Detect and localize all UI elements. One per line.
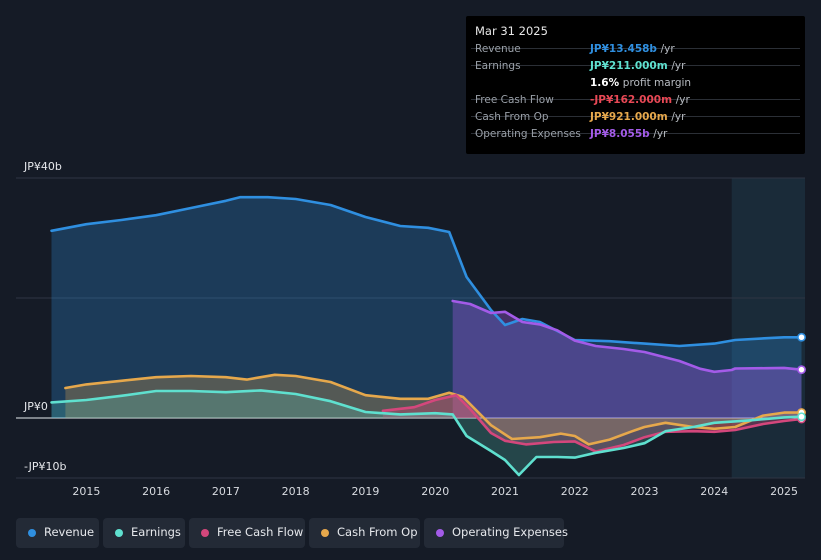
tooltip-label: Free Cash Flow [475,94,554,106]
earnings-line [50,389,803,477]
x-tick-label: 2024 [700,485,729,498]
tooltip-row-revenue: Revenue JP¥13.458b /yr [466,43,805,60]
tooltip-label: Revenue [475,43,521,55]
operating-expenses-end-point [797,365,806,375]
operating-expenses-area [452,301,802,418]
legend-dot-icon [321,529,329,537]
x-tick-label: 2020 [421,485,450,498]
x-tick-label: 2018 [281,485,310,498]
x-tick-label: 2019 [351,485,380,498]
tooltip-value: JP¥8.055b /yr [590,128,668,140]
x-tick-label: 2021 [490,485,519,498]
tooltip-label: Earnings [475,60,521,72]
tooltip-value: JP¥921.000m /yr [590,111,686,123]
legend-label: Earnings [131,525,181,539]
y-tick-label-zero: JP¥0 [24,400,48,413]
y-tick-label-top: JP¥40b [24,160,62,173]
legend-cash-from-op[interactable]: Cash From Op [309,518,420,548]
x-tick-label: 2022 [560,485,589,498]
tooltip-row-earnings: Earnings JP¥211.000m /yr [466,60,805,77]
legend-dot-icon [28,529,36,537]
revenue-line [50,195,803,348]
revenue-end-point [797,332,806,342]
tooltip-value: 1.6% profit margin [590,77,692,89]
x-tick-label: 2015 [72,485,101,498]
earnings-end-point [797,412,806,422]
x-tick-label: 2017 [211,485,240,498]
legend-label: Free Cash Flow [217,525,304,539]
earnings-area [51,390,802,475]
x-tick-label: 2023 [630,485,659,498]
operating-expenses-line [451,299,803,374]
legend-label: Cash From Op [337,525,418,539]
legend-label: Operating Expenses [452,525,568,539]
tooltip-date: Mar 31 2025 [475,24,548,38]
data-tooltip: Mar 31 2025 Revenue JP¥13.458b /yr Earni… [466,16,805,154]
free-cash-flow-area [382,395,802,452]
revenue-area [51,197,802,418]
y-tick-label-bottom: -JP¥10b [24,460,67,473]
tooltip-label: Cash From Op [475,111,549,123]
free-cash-flow-line [381,393,803,453]
tooltip-value: JP¥211.000m /yr [590,60,686,72]
x-tick-label: 2025 [770,485,799,498]
legend-dot-icon [201,529,209,537]
tooltip-row-cfo: Cash From Op JP¥921.000m /yr [466,111,805,128]
tooltip-value: -JP¥162.000m /yr [590,94,690,106]
legend-operating-expenses[interactable]: Operating Expenses [424,518,568,548]
tooltip-row-opex: Operating Expenses JP¥8.055b /yr [466,128,805,145]
highlight-region [731,178,805,478]
tooltip-label: Operating Expenses [475,128,581,140]
legend-dot-icon [115,529,123,537]
legend-earnings[interactable]: Earnings [103,518,185,548]
legend-revenue[interactable]: Revenue [16,518,99,548]
x-tick-label: 2016 [142,485,171,498]
tooltip-row-margin: 1.6% profit margin [466,77,805,94]
legend-dot-icon [436,529,444,537]
legend-free-cash-flow[interactable]: Free Cash Flow [189,518,305,548]
tooltip-value: JP¥13.458b /yr [590,43,675,55]
tooltip-row-fcf: Free Cash Flow -JP¥162.000m /yr [466,94,805,111]
legend-label: Revenue [44,525,95,539]
